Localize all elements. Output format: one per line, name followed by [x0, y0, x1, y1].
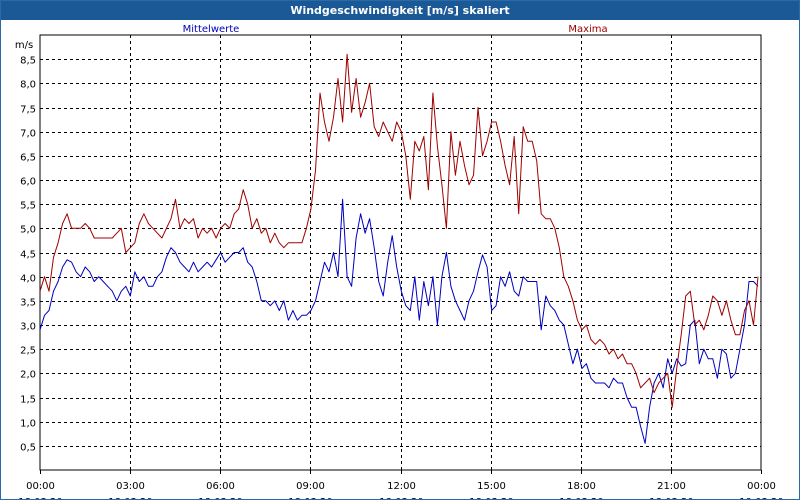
y-tick-label: 5,5 [20, 201, 36, 212]
y-tick-label: 0,5 [20, 443, 36, 454]
y-tick-label: 8,5 [20, 56, 36, 67]
y-tick-label: 2,0 [20, 370, 36, 381]
legend-maxima: Maxima [568, 24, 607, 35]
x-tick-time-label: 00:00 [747, 481, 776, 492]
x-tick-date-label: 19.03.20 [739, 497, 784, 499]
y-tick-label: 1,5 [20, 395, 36, 406]
x-tick-time-label: 09:00 [296, 481, 325, 492]
series-line-mittelwerte [39, 198, 759, 444]
y-tick-label: 7,0 [20, 129, 36, 140]
x-tick-date-label: 18.03.20 [559, 497, 604, 499]
x-tick-time-label: 06:00 [206, 481, 235, 492]
series-line-maxima [39, 53, 759, 408]
x-tick-time-label: 00:00 [26, 481, 55, 492]
y-tick-label: 8,0 [20, 80, 36, 91]
y-tick-label: 3,0 [20, 322, 36, 333]
y-tick-label: 4,5 [20, 250, 36, 261]
x-tick-date-label: 18.03.20 [379, 497, 424, 499]
y-tick-label: 7,5 [20, 105, 36, 116]
x-tick-date-label: 18.03.20 [18, 497, 63, 499]
y-axis-label: m/s [15, 40, 33, 51]
y-tick-label: 6,5 [20, 153, 36, 164]
y-tick-label: 4,0 [20, 274, 36, 285]
x-tick-time-label: 21:00 [657, 481, 686, 492]
y-tick-label: 1,0 [20, 419, 36, 430]
x-tick-time-label: 12:00 [387, 481, 416, 492]
y-tick-label: 6,0 [20, 177, 36, 188]
chart-title: Windgeschwindigkeit [m/s] skaliert [1, 1, 799, 20]
x-tick-date-label: 18.03.20 [198, 497, 243, 499]
x-tick-time-label: 03:00 [116, 481, 145, 492]
chart-plot: 0,5 1,0 1,5 2,0 2,5 3,0 3,5 4,0 4,5 5,0 5,5 6,0 6,5 7… [15, 24, 784, 499]
legend-mittelwerte: Mittelwerte [183, 24, 240, 35]
x-tick-date-label: 18.03.20 [288, 497, 333, 499]
x-tick-date-label: 18.03.20 [649, 497, 694, 499]
plot-frame [39, 34, 762, 471]
y-tick-label: 3,5 [20, 298, 36, 309]
y-tick-label: 5,0 [20, 225, 36, 236]
x-tick-time-label: 18:00 [567, 481, 596, 492]
x-tick-date-label: 18.03.20 [469, 497, 514, 499]
y-tick-label: 2,5 [20, 346, 36, 357]
x-tick-date-label: 18.03.20 [108, 497, 153, 499]
x-tick-time-label: 15:00 [477, 481, 506, 492]
